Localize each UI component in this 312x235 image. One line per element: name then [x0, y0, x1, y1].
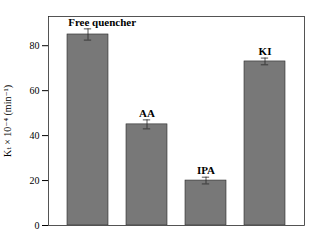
svg-text:IPA: IPA	[197, 164, 215, 176]
svg-text:40: 40	[30, 130, 40, 141]
svg-text:Free quencher: Free quencher	[68, 16, 136, 28]
svg-text:0: 0	[35, 220, 40, 231]
svg-text:60: 60	[30, 85, 40, 96]
svg-text:20: 20	[30, 175, 40, 186]
svg-text:KI: KI	[259, 45, 272, 57]
svg-text:AA: AA	[139, 107, 155, 119]
svg-text:80: 80	[30, 40, 40, 51]
svg-text:Kₜ × 10⁻⁴ (min⁻¹): Kₜ × 10⁻⁴ (min⁻¹)	[2, 85, 14, 157]
